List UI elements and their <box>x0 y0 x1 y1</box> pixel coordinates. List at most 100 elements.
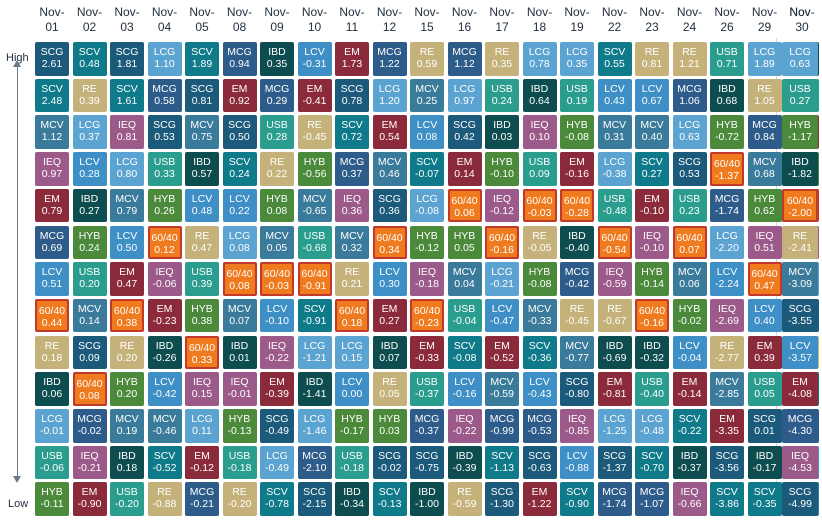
cell-return-value: 0.12 <box>154 243 175 256</box>
cell-asset-label: LCV <box>641 82 663 95</box>
quilt-cell-60-40: 60/40 0.18 <box>335 298 369 333</box>
cell-asset-label: EM <box>719 413 735 425</box>
cell-return-value: -0.21 <box>190 498 214 511</box>
cell-asset-label: IEQ <box>455 413 474 425</box>
cell-return-value: 0.33 <box>191 353 213 366</box>
cell-return-value: -0.12 <box>190 461 214 474</box>
quilt-cell-RE: RE -0.45 <box>560 298 594 333</box>
cell-return-value: 0.47 <box>191 241 213 254</box>
quilt-cell-IEQ: IEQ -0.22 <box>260 335 294 370</box>
quilt-cell-LCG: LCG 0.80 <box>110 152 144 186</box>
cell-return-value: -0.36 <box>527 351 552 364</box>
cell-asset-label: SCG <box>490 486 514 499</box>
cell-asset-label: 60/40 <box>563 194 591 207</box>
quilt-cell-MCV: MCV 0.04 <box>447 262 482 296</box>
cell-asset-label: MCG <box>489 413 515 425</box>
cell-return-value: 0.11 <box>192 425 212 437</box>
cell-asset-label: SCV <box>753 486 776 499</box>
cell-return-value: 0.37 <box>341 168 363 181</box>
cell-asset-label: LCV <box>266 302 288 315</box>
quilt-cell-60-40: 60/40 -0.23 <box>410 298 444 333</box>
quilt-cell-SCG: SCG 0.01 <box>747 409 782 443</box>
quilt-cell-60-40: 60/40 -2.00 <box>782 188 818 223</box>
quilt-cell-HYB: HYB -0.12 <box>410 225 444 259</box>
cell-return-value: -0.48 <box>602 204 627 217</box>
cell-return-value: -0.77 <box>565 351 589 364</box>
cell-return-value: 0.80 <box>116 168 138 181</box>
quilt-cell-LCG: LCG -1.25 <box>597 409 632 443</box>
cell-asset-label: LCG <box>191 413 213 425</box>
cell-return-value: 0.24 <box>229 168 250 181</box>
cell-return-value: 0.19 <box>566 94 588 107</box>
quilt-cell-MCG: MCG -0.53 <box>522 409 557 443</box>
quilt-cell-LCG: LCG -0.01 <box>35 409 69 443</box>
quilt-cell-MCG: MCG -0.99 <box>485 409 519 443</box>
quilt-cell-HYB: HYB 0.38 <box>185 298 219 333</box>
cell-asset-label: 60/40 <box>226 268 253 281</box>
cell-return-value: 0.81 <box>641 58 663 70</box>
cell-asset-label: LCV <box>604 82 625 95</box>
quilt-cell-RE: RE 0.35 <box>485 42 519 76</box>
cell-asset-label: MCG <box>452 46 477 58</box>
quilt-cell-LCV: LCV -0.04 <box>672 335 707 370</box>
cell-return-value: -0.13 <box>227 425 252 437</box>
cell-asset-label: IEQ <box>80 449 99 462</box>
cell-asset-label: USB <box>303 229 326 242</box>
quilt-cell-USB: USB -0.48 <box>597 188 632 223</box>
cell-return-value: -0.90 <box>77 498 102 511</box>
cell-asset-label: SCV <box>341 119 363 132</box>
quilt-cell-IBD: IBD -0.69 <box>597 335 632 370</box>
cell-return-value: 0.06 <box>679 278 700 291</box>
cell-return-value: -0.70 <box>640 461 664 474</box>
quilt-cell-MCG: MCG -2.10 <box>297 445 332 480</box>
cell-asset-label: MCG <box>339 156 365 169</box>
cell-return-value: 0.30 <box>379 278 400 291</box>
cell-asset-label: LCV <box>191 192 213 205</box>
quilt-cell-LCG: LCG -2.20 <box>710 225 744 259</box>
cell-return-value: -0.91 <box>302 280 327 293</box>
quilt-cell-IEQ: IEQ -0.21 <box>72 445 107 480</box>
cell-asset-label: HYB <box>41 486 63 499</box>
cell-asset-label: IBD <box>643 339 661 352</box>
cell-asset-label: MCV <box>152 413 177 425</box>
quilt-cell-MCG: MCG 1.06 <box>672 78 707 113</box>
cell-asset-label: SCV <box>228 156 251 169</box>
quilt-cell-MCV: MCV 0.05 <box>260 225 294 259</box>
quilt-cell-EM: EM 0.14 <box>447 152 482 186</box>
quilt-cell-LCG: LCG 1.10 <box>147 42 182 76</box>
cell-return-value: 0.08 <box>416 131 438 144</box>
cell-asset-label: 60/40 <box>376 231 403 244</box>
cell-asset-label: USB <box>716 46 738 58</box>
cell-asset-label: LCV <box>341 376 363 389</box>
cell-asset-label: MCV <box>77 302 102 315</box>
cell-asset-label: MCG <box>377 46 402 58</box>
cell-return-value: -1.37 <box>715 170 739 183</box>
cell-asset-label: SCV <box>153 449 176 462</box>
cell-return-value: 0.37 <box>79 131 100 144</box>
cell-asset-label: USB <box>78 266 101 279</box>
quilt-cell-IEQ: IEQ 0.51 <box>747 225 782 259</box>
quilt-cell-IEQ: IEQ -0.06 <box>147 262 182 296</box>
cell-return-value: -0.16 <box>640 316 664 329</box>
cell-return-value: -0.35 <box>752 498 777 511</box>
cell-asset-label: SCV <box>716 486 738 499</box>
quilt-cell-EM: EM -3.35 <box>710 409 744 443</box>
cell-return-value: 1.81 <box>116 58 138 70</box>
quilt-cell-HYB: HYB 0.26 <box>147 188 182 223</box>
cell-asset-label: EM <box>269 376 285 389</box>
cell-return-value: -0.03 <box>527 206 552 219</box>
quilt-cell-HYB: HYB -0.10 <box>485 152 519 186</box>
quilt-cell-USB: USB 0.23 <box>672 188 707 223</box>
cell-return-value: 0.35 <box>266 58 288 70</box>
cell-asset-label: MCV <box>40 119 64 132</box>
cell-return-value: -0.68 <box>302 241 327 254</box>
cell-return-value: 1.73 <box>341 58 363 70</box>
cell-return-value: 0.15 <box>191 388 213 401</box>
quilt-cell-USB: USB -0.37 <box>410 372 444 406</box>
cell-asset-label: MCV <box>227 302 252 315</box>
cell-return-value: -0.53 <box>527 425 552 437</box>
cell-asset-label: IBD <box>680 449 699 462</box>
quilt-cell-MCG: MCG -1.74 <box>597 482 632 516</box>
cell-return-value: 0.92 <box>229 94 250 107</box>
quilt-cell-LCV: LCV 0.00 <box>335 372 369 406</box>
